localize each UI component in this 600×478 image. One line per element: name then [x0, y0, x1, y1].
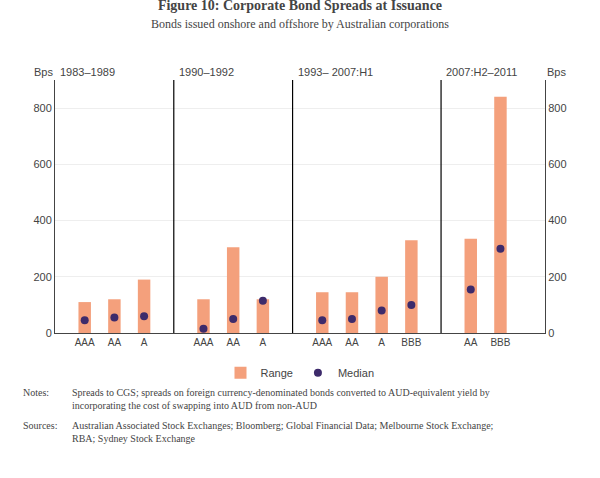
svg-text:BBB: BBB: [401, 337, 421, 348]
svg-text:2007:H2–2011: 2007:H2–2011: [446, 66, 517, 78]
svg-text:AA: AA: [464, 337, 478, 348]
svg-text:AAA: AAA: [312, 337, 332, 348]
svg-text:1990–1992: 1990–1992: [179, 66, 234, 78]
svg-text:400: 400: [33, 214, 51, 226]
svg-text:A: A: [260, 337, 267, 348]
svg-text:0: 0: [46, 327, 52, 339]
svg-text:800: 800: [33, 102, 51, 114]
svg-text:A: A: [378, 337, 385, 348]
svg-text:Figure 10: Corporate Bond Spre: Figure 10: Corporate Bond Spreads at Iss…: [151, 0, 449, 31]
svg-text:Bps: Bps: [34, 66, 53, 78]
svg-text:AA: AA: [345, 337, 359, 348]
svg-text:Australian Associated Stock Ex: Australian Associated Stock Exchanges; B…: [72, 420, 494, 444]
svg-text:600: 600: [33, 158, 51, 170]
svg-text:Spreads to CGS; spreads on for: Spreads to CGS; spreads on foreign curre…: [72, 387, 490, 411]
svg-text:Median: Median: [338, 367, 374, 379]
svg-text:AA: AA: [108, 337, 122, 348]
svg-text:1983–1989: 1983–1989: [60, 66, 115, 78]
svg-text:AAA: AAA: [75, 337, 95, 348]
svg-text:Sources:: Sources:: [23, 420, 57, 431]
svg-text:BBB: BBB: [490, 337, 510, 348]
svg-text:0: 0: [548, 327, 554, 339]
svg-text:200: 200: [548, 271, 566, 283]
svg-text:800: 800: [548, 102, 566, 114]
svg-text:Bps: Bps: [547, 66, 566, 78]
svg-text:Range: Range: [261, 367, 293, 379]
svg-text:400: 400: [548, 214, 566, 226]
svg-text:1993– 2007:H1: 1993– 2007:H1: [298, 66, 373, 78]
svg-text:200: 200: [33, 271, 51, 283]
svg-text:AA: AA: [227, 337, 241, 348]
svg-text:AAA: AAA: [193, 337, 213, 348]
svg-text:600: 600: [548, 158, 566, 170]
svg-text:Notes:: Notes:: [23, 387, 49, 398]
svg-text:A: A: [141, 337, 148, 348]
